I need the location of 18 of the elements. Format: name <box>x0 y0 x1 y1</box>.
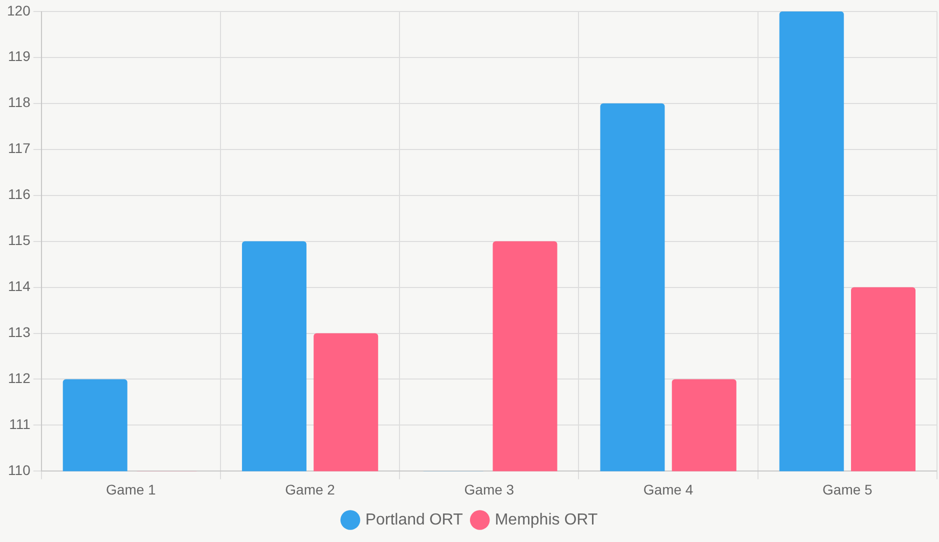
x-tick-label: Game 2 <box>285 481 336 498</box>
y-tick-label: 110 <box>8 462 31 478</box>
y-tick-label: 115 <box>8 232 31 248</box>
y-tick-label: 118 <box>8 94 31 110</box>
y-tick-label: 117 <box>8 140 31 156</box>
x-tick-label: Game 4 <box>643 481 694 498</box>
y-tick-label: 112 <box>8 370 31 386</box>
y-tick-label: 111 <box>9 416 31 432</box>
y-tick-label: 119 <box>8 48 31 64</box>
y-tick-label: 114 <box>8 278 31 294</box>
y-tick-label: 120 <box>7 2 31 18</box>
x-tick-label: Game 1 <box>106 481 156 498</box>
y-tick-label: 113 <box>8 324 31 340</box>
legend-label: Portland ORT <box>365 511 464 528</box>
x-tick-label: Game 5 <box>822 481 873 498</box>
legend-label: Memphis ORT <box>494 511 598 528</box>
x-tick-label: Game 3 <box>464 481 514 498</box>
y-tick-label: 116 <box>8 186 31 202</box>
